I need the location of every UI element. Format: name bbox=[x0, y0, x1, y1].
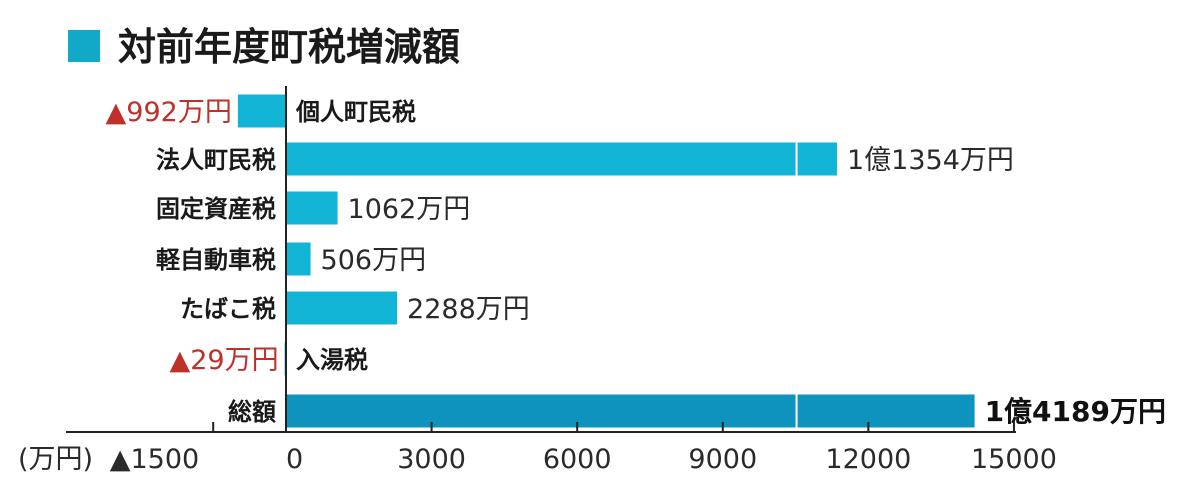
title-marker bbox=[68, 30, 100, 62]
axis-break bbox=[795, 393, 798, 429]
category-label: 総額 bbox=[228, 398, 276, 426]
bar bbox=[237, 94, 286, 128]
bar bbox=[286, 191, 338, 225]
x-tick-label: 0 bbox=[286, 444, 303, 475]
category-label: 軽自動車税 bbox=[156, 246, 276, 274]
category-label: 個人町民税 bbox=[295, 98, 416, 126]
x-tick-label: 6000 bbox=[543, 444, 612, 475]
x-tick-label: 12000 bbox=[825, 444, 911, 475]
category-label: 法人町民税 bbox=[156, 146, 276, 174]
value-label: 1億1354万円 bbox=[847, 145, 1014, 176]
chart-title: 対前年度町税増減額 bbox=[118, 25, 460, 69]
x-tick-label: 3000 bbox=[397, 444, 466, 475]
category-label: たばこ税 bbox=[180, 295, 276, 323]
value-label: ▲992万円 bbox=[106, 97, 232, 128]
value-label: 1062万円 bbox=[348, 194, 471, 225]
x-tick-label: ▲1500 bbox=[110, 444, 199, 475]
bar bbox=[286, 242, 311, 276]
x-tick-label: 9000 bbox=[688, 444, 757, 475]
axis-break bbox=[795, 141, 798, 177]
bar bbox=[286, 142, 838, 176]
category-label: 固定資産税 bbox=[156, 195, 276, 223]
x-tick-label: 15000 bbox=[971, 444, 1057, 475]
axis-unit-label: (万円) bbox=[18, 444, 93, 475]
value-label: 506万円 bbox=[321, 245, 427, 276]
bar bbox=[286, 291, 398, 325]
value-label: ▲29万円 bbox=[169, 345, 278, 376]
bar bbox=[286, 394, 975, 428]
value-label: 1億4189万円 bbox=[985, 395, 1166, 428]
category-label: 入湯税 bbox=[296, 346, 368, 374]
value-label: 2288万円 bbox=[407, 294, 530, 325]
